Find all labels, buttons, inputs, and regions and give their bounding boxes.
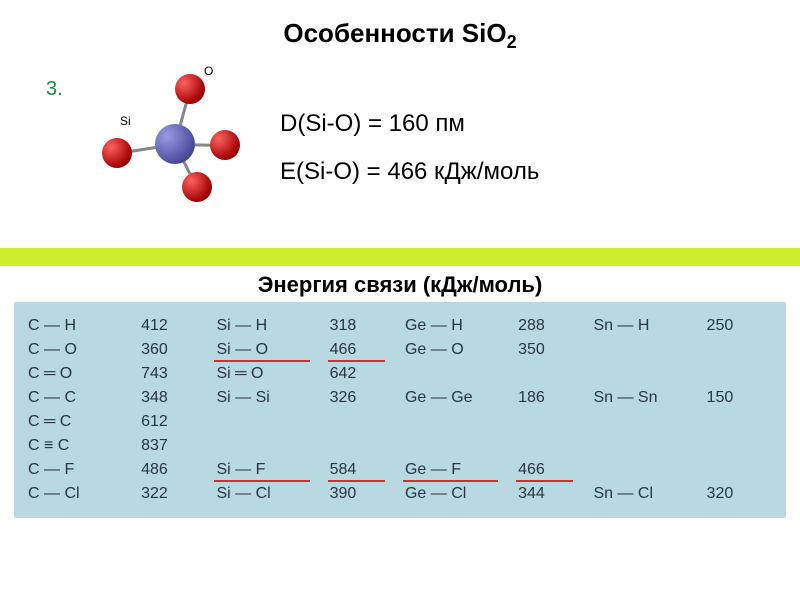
bond-cell: C ═ C: [26, 410, 139, 434]
bond-cell: [403, 434, 516, 458]
bond-cell: Ge — F: [403, 458, 516, 482]
bond-cell: [591, 410, 704, 434]
table-row: C ═ C612: [26, 410, 780, 434]
bond-cell: C ≡ C: [26, 434, 139, 458]
bond-cell: Sn — Cl: [591, 482, 704, 506]
value-cell: 486: [139, 458, 214, 482]
label-o: O: [204, 64, 213, 78]
value-cell: 743: [139, 362, 214, 386]
table-row: C — H412Si — H318Ge — H288Sn — H250: [26, 314, 780, 338]
bond-cell: Si — Cl: [214, 482, 327, 506]
value-cell: 584: [328, 458, 403, 482]
value-cell: [705, 434, 780, 458]
value-cell: 612: [139, 410, 214, 434]
table-row: C — O360Si — O466Ge — O350: [26, 338, 780, 362]
bond-cell: C — Cl: [26, 482, 139, 506]
bond-cell: C — O: [26, 338, 139, 362]
bond-cell: [591, 434, 704, 458]
value-cell: 348: [139, 386, 214, 410]
o-atom: [102, 138, 132, 168]
page-title: Особенности SiO2: [0, 0, 800, 53]
value-cell: [516, 434, 591, 458]
value-cell: [705, 458, 780, 482]
bond-cell: [403, 410, 516, 434]
value-cell: 466: [516, 458, 591, 482]
bond-cell: C — H: [26, 314, 139, 338]
value-cell: [328, 410, 403, 434]
bond-cell: Ge — H: [403, 314, 516, 338]
fact-bond-length: D(Si-O) = 160 пм: [280, 110, 539, 138]
value-cell: [328, 434, 403, 458]
value-cell: 390: [328, 482, 403, 506]
value-cell: 322: [139, 482, 214, 506]
o-atom: [210, 130, 240, 160]
bond-cell: [403, 362, 516, 386]
value-cell: 186: [516, 386, 591, 410]
title-sub: 2: [507, 32, 517, 52]
si-atom: [155, 124, 195, 164]
table-title: Энергия связи (кДж/моль): [0, 268, 800, 298]
value-cell: 326: [328, 386, 403, 410]
bond-cell: [591, 362, 704, 386]
value-cell: [705, 338, 780, 362]
value-cell: 288: [516, 314, 591, 338]
value-cell: [516, 362, 591, 386]
label-si: Si: [120, 114, 131, 128]
bond-cell: C — C: [26, 386, 139, 410]
list-number: 3.: [46, 78, 63, 101]
value-cell: 642: [328, 362, 403, 386]
bond-cell: C — F: [26, 458, 139, 482]
bond-cell: [591, 458, 704, 482]
value-cell: 318: [328, 314, 403, 338]
table-row: C ═ O743Si ═ O642: [26, 362, 780, 386]
table-row: C — C348Si — Si326Ge — Ge186Sn — Sn150: [26, 386, 780, 410]
bond-cell: Si — F: [214, 458, 327, 482]
separator-band: [0, 248, 800, 266]
value-cell: 150: [705, 386, 780, 410]
bond-cell: Sn — Sn: [591, 386, 704, 410]
bond-cell: Ge — O: [403, 338, 516, 362]
value-cell: [516, 410, 591, 434]
bond-cell: C ═ O: [26, 362, 139, 386]
bond-cell: [591, 338, 704, 362]
bond-cell: [214, 434, 327, 458]
value-cell: 344: [516, 482, 591, 506]
value-cell: 412: [139, 314, 214, 338]
value-cell: 320: [705, 482, 780, 506]
molecule-diagram: O Si: [90, 66, 245, 211]
value-cell: 837: [139, 434, 214, 458]
value-cell: 360: [139, 338, 214, 362]
bond-cell: Sn — H: [591, 314, 704, 338]
bond-cell: Si — H: [214, 314, 327, 338]
fact-bond-energy: Е(Si-O) = 466 кДж/моль: [280, 158, 539, 186]
bond-cell: Si ═ O: [214, 362, 327, 386]
value-cell: 250: [705, 314, 780, 338]
facts-block: D(Si-O) = 160 пм Е(Si-O) = 466 кДж/моль: [280, 110, 539, 206]
bond-energy-table: C — H412Si — H318Ge — H288Sn — H250C — O…: [14, 302, 786, 518]
table-row: C — F486Si — F584Ge — F466: [26, 458, 780, 482]
value-cell: [705, 362, 780, 386]
table-row: C — Cl322Si — Cl390Ge — Cl344Sn — Cl320: [26, 482, 780, 506]
bond-cell: Ge — Cl: [403, 482, 516, 506]
value-cell: 466: [328, 338, 403, 362]
value-cell: 350: [516, 338, 591, 362]
o-atom: [182, 172, 212, 202]
bond-cell: Si — Si: [214, 386, 327, 410]
title-text: Особенности SiO: [283, 18, 506, 48]
o-atom: [175, 74, 205, 104]
bond-cell: [214, 410, 327, 434]
value-cell: [705, 410, 780, 434]
table-row: C ≡ C837: [26, 434, 780, 458]
bond-cell: Ge — Ge: [403, 386, 516, 410]
bond-cell: Si — O: [214, 338, 327, 362]
